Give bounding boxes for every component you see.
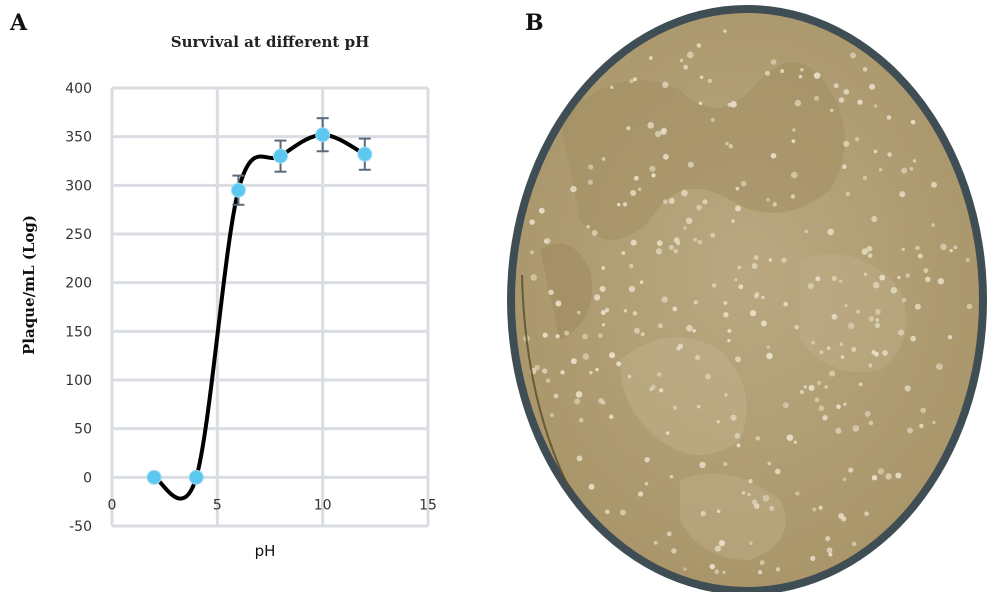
- data-point: [357, 146, 373, 162]
- y-tick-label: 400: [65, 81, 92, 97]
- x-axis-label: pH: [255, 542, 276, 560]
- y-tick-label: 300: [65, 178, 92, 194]
- y-tick-label: 350: [65, 130, 92, 146]
- x-tick-label: 10: [314, 497, 332, 513]
- chart-title: Survival at different pH: [170, 33, 370, 51]
- series-line: [153, 132, 366, 501]
- petri-dish-image: [507, 5, 987, 592]
- y-tick-label: 100: [65, 373, 92, 389]
- data-point: [188, 469, 204, 485]
- x-tick-label: 5: [213, 497, 222, 513]
- plate-edge-mark: [521, 274, 571, 491]
- y-tick-label: 150: [65, 324, 92, 340]
- y-tick-label: 200: [65, 276, 92, 292]
- data-point: [230, 182, 246, 198]
- data-point: [273, 148, 289, 164]
- y-tick-label: -50: [69, 519, 92, 535]
- panel-b-label: B: [525, 10, 544, 36]
- y-tick-label: 50: [74, 422, 92, 438]
- data-point: [315, 127, 331, 143]
- y-tick-label: 250: [65, 227, 92, 243]
- data-point: [146, 469, 162, 485]
- agar-texture: [540, 62, 907, 560]
- survival-chart: -50 0 50 100 150 200 250 300 350 400 0 5 10 15 Plaque/…: [20, 81, 437, 560]
- x-tick-label: 15: [419, 497, 437, 513]
- y-tick-label: 0: [83, 470, 92, 486]
- y-axis-label: Plaque/mL (Log): [20, 215, 38, 355]
- panel-a-label: A: [10, 10, 28, 36]
- plaque-spots: [523, 29, 973, 575]
- x-tick-label: 0: [108, 497, 117, 513]
